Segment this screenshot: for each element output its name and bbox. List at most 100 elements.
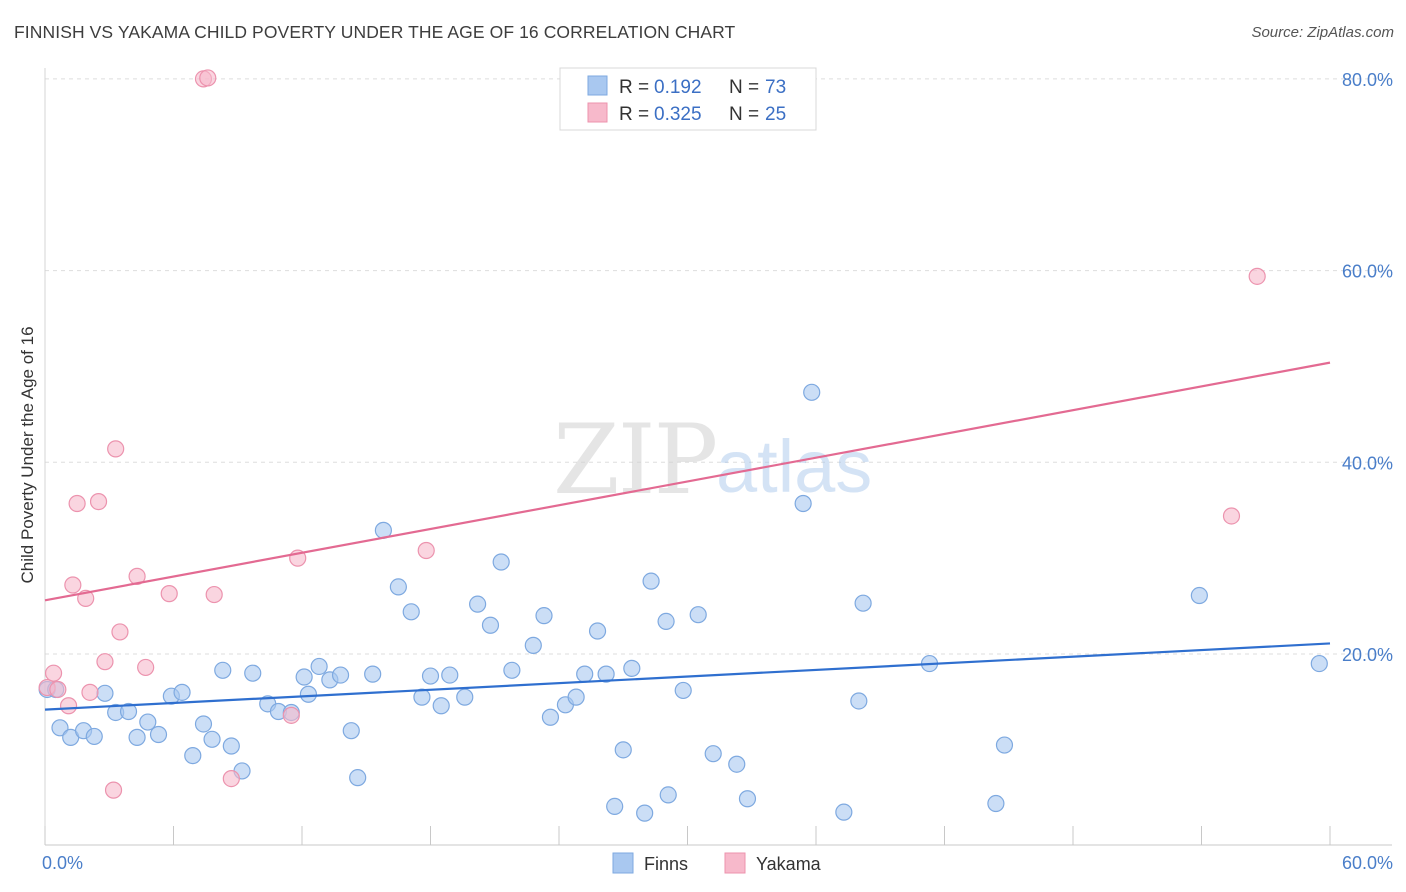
finns-point — [803, 383, 821, 401]
legend-finns-n-value: 73 — [765, 77, 786, 98]
finns-point — [588, 622, 607, 640]
finns-point — [441, 666, 459, 684]
finns-point — [96, 684, 114, 702]
tick-labels: 20.0% 40.0% 60.0% 80.0% 0.0% 60.0% — [42, 70, 1393, 873]
finns-point — [139, 713, 157, 731]
legend-yakama-r-value: 0.325 — [654, 104, 702, 125]
series-yakama-points — [38, 69, 1266, 799]
finns-point — [674, 681, 692, 700]
finns-point — [331, 666, 350, 684]
chart-title: FINNISH VS YAKAMA CHILD POVERTY UNDER TH… — [14, 22, 736, 42]
finns-point — [421, 667, 440, 685]
x-tick-label-min: 0.0% — [42, 853, 83, 873]
finns-point — [128, 728, 146, 746]
finns-point — [310, 657, 328, 676]
finns-trend-line — [44, 642, 1331, 711]
finns-point — [389, 578, 407, 596]
finns-point — [854, 594, 872, 612]
yakama-point — [49, 680, 67, 699]
yakama-point — [89, 492, 108, 511]
finns-point — [614, 741, 632, 759]
finns-point — [567, 688, 585, 706]
legend-yakama-r-label: R = — [619, 104, 649, 125]
finns-point — [222, 737, 240, 755]
yakama-point — [282, 706, 300, 724]
finns-point — [194, 715, 213, 733]
finns-point — [299, 685, 318, 703]
finns-point — [173, 683, 191, 701]
y-tick-label: 60.0% — [1342, 262, 1393, 282]
legend-finns-n-label: N = — [729, 77, 759, 98]
finns-point — [689, 606, 707, 624]
y-tick-label: 40.0% — [1342, 453, 1393, 473]
finns-point — [149, 725, 168, 744]
finns-point — [51, 719, 69, 737]
finns-point — [481, 616, 500, 634]
finns-point — [295, 668, 313, 686]
bottom-legend-swatch-yakama — [724, 852, 746, 874]
y-tick-label: 20.0% — [1342, 645, 1393, 665]
yakama-point — [137, 658, 155, 677]
axes — [44, 68, 1392, 846]
finns-point — [469, 595, 487, 613]
finns-point — [342, 722, 360, 740]
correlation-legend: R = 0.192 N = 73 R = 0.325 N = 25 — [559, 67, 817, 131]
bottom-legend-swatch-finns — [612, 852, 634, 874]
series-legend: Finns Yakama — [612, 852, 822, 874]
yakama-point — [1222, 507, 1241, 525]
yakama-point — [222, 770, 240, 788]
yakama-point — [417, 541, 435, 560]
finns-point — [597, 665, 615, 683]
finns-point — [184, 747, 202, 765]
yakama-point — [107, 440, 125, 458]
y-axis-label: Child Poverty Under the Age of 16 — [18, 326, 37, 583]
watermark-atlas: atlas — [716, 425, 872, 508]
source-credit: Source: ZipAtlas.com — [1251, 24, 1394, 41]
finns-point — [402, 603, 420, 621]
trend-lines — [44, 361, 1331, 711]
finns-point — [623, 659, 641, 677]
legend-finns-r-label: R = — [619, 77, 649, 98]
finns-point — [636, 804, 654, 822]
bottom-legend-finns: Finns — [644, 854, 688, 874]
finns-point — [432, 697, 450, 715]
yakama-point — [111, 623, 129, 641]
bottom-legend-yakama: Yakama — [756, 854, 822, 874]
yakama-point — [44, 664, 63, 682]
finns-point — [995, 736, 1014, 754]
finns-point — [541, 708, 560, 726]
yakama-point — [68, 494, 86, 513]
yakama-point — [96, 653, 114, 671]
legend-yakama-n-label: N = — [729, 104, 759, 125]
finns-point — [85, 727, 103, 746]
finns-point — [987, 794, 1005, 813]
finns-point — [535, 607, 553, 625]
finns-point — [659, 786, 677, 804]
yakama-trend-line — [44, 361, 1331, 602]
finns-point — [1190, 586, 1208, 605]
yakama-point — [1248, 267, 1266, 285]
watermark-zip: ZIP — [553, 404, 716, 516]
yakama-point — [81, 683, 99, 701]
yakama-point — [104, 781, 123, 799]
finns-point — [349, 769, 367, 787]
finns-point — [503, 661, 521, 679]
finns-point — [364, 665, 382, 683]
yakama-point — [205, 585, 223, 604]
finns-point — [1310, 654, 1328, 673]
x-tick-label-max: 60.0% — [1342, 853, 1393, 873]
zipatlas-watermark: ZIP atlas — [553, 404, 872, 516]
finns-point — [606, 797, 624, 816]
yakama-point — [59, 697, 78, 715]
finns-point — [576, 665, 594, 683]
finns-point — [704, 745, 722, 763]
finns-point — [657, 612, 675, 631]
finns-point — [456, 688, 474, 706]
yakama-point — [199, 69, 217, 87]
finns-point — [728, 755, 746, 773]
yakama-point — [160, 585, 178, 603]
finns-point — [850, 692, 868, 710]
finns-point — [203, 730, 221, 748]
grid-lines — [45, 78, 1392, 655]
